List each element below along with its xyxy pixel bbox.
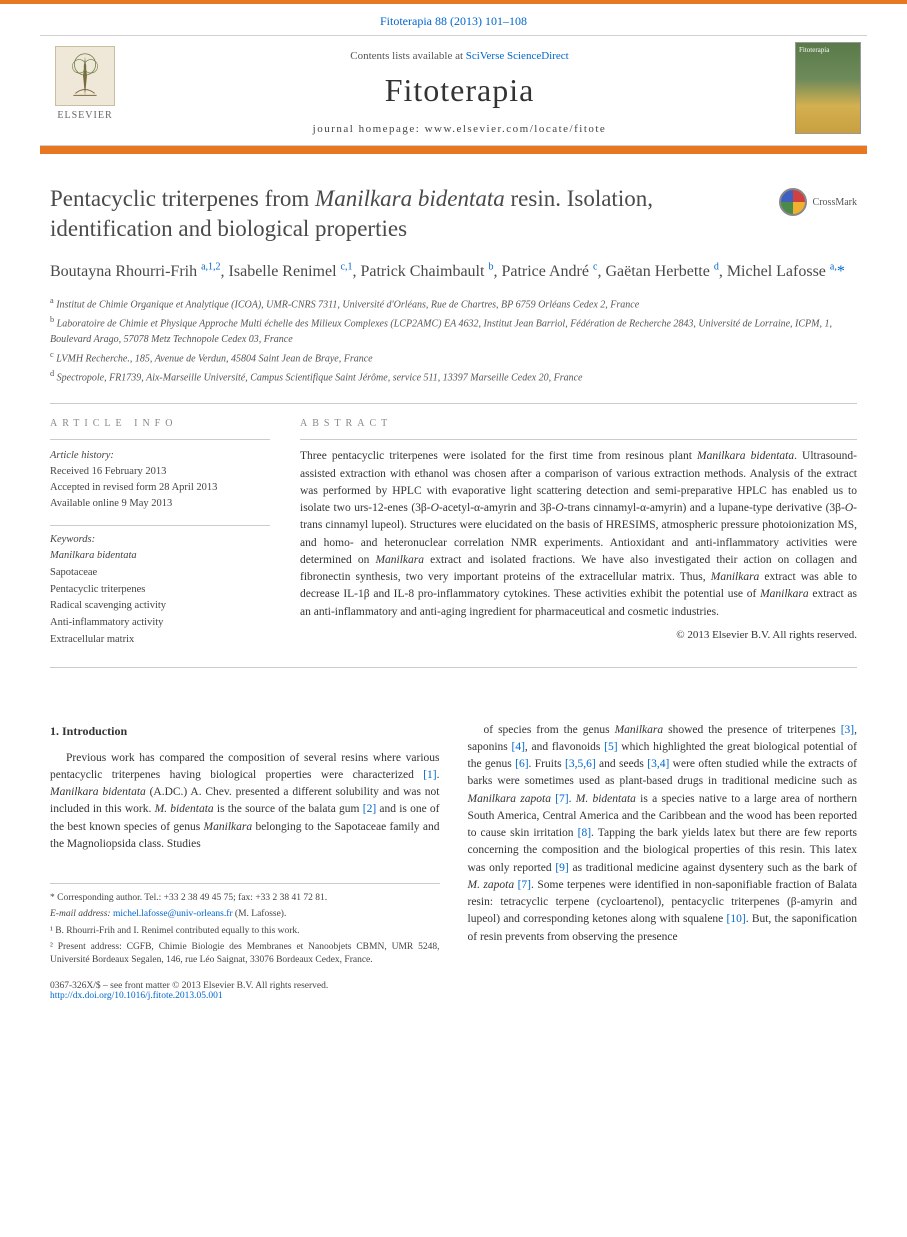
title-part-1: Pentacyclic triterpenes from [50, 186, 315, 211]
affiliation: d Spectropole, FR1739, Aix-Marseille Uni… [50, 368, 857, 385]
intro-paragraph-2: of species from the genus Manilkara show… [468, 722, 858, 946]
keyword: Manilkara bidentata [50, 548, 270, 564]
keywords-head: Keywords: [50, 534, 95, 545]
doi-link[interactable]: http://dx.doi.org/10.1016/j.fitote.2013.… [50, 991, 223, 1001]
homepage-prefix: journal homepage: [313, 123, 425, 135]
divider [50, 439, 270, 440]
article-info-label: ARTICLE INFO [50, 418, 270, 429]
publisher-name: ELSEVIER [57, 110, 112, 121]
elsevier-tree-icon [55, 46, 115, 106]
footnote-2: ² Present address: CGFB, Chimie Biologie… [50, 941, 440, 968]
divider [300, 439, 857, 440]
abstract-text: Three pentacyclic triterpenes were isola… [300, 448, 857, 621]
crossmark-icon [779, 188, 807, 216]
keyword: Radical scavenging activity [50, 598, 270, 614]
body-column-right: of species from the genus Manilkara show… [468, 722, 858, 971]
email-line: E-mail address: michel.lafosse@univ-orle… [50, 908, 440, 921]
crossmark-label: CrossMark [813, 197, 857, 208]
bottom-meta: 0367-326X/$ – see front matter © 2013 El… [0, 971, 907, 1031]
affiliation: b Laboratoire de Chimie et Physique Appr… [50, 314, 857, 346]
affiliation: c LVMH Recherche., 185, Avenue de Verdun… [50, 349, 857, 366]
email-label: E-mail address: [50, 909, 113, 919]
footnote-1: ¹ B. Rhourri-Frih and I. Renimel contrib… [50, 925, 440, 938]
masthead-center: Contents lists available at SciVerse Sci… [130, 36, 789, 145]
abstract-copyright: © 2013 Elsevier B.V. All rights reserved… [300, 629, 857, 641]
journal-name: Fitoterapia [140, 72, 779, 109]
divider [50, 667, 857, 668]
history-item: Available online 9 May 2013 [50, 496, 270, 512]
journal-cover-thumb [795, 42, 861, 134]
homepage-line: journal homepage: www.elsevier.com/locat… [140, 123, 779, 135]
contents-prefix: Contents lists available at [350, 50, 465, 62]
history-list: Received 16 February 2013Accepted in rev… [50, 464, 270, 511]
divider [50, 403, 857, 404]
cover-thumb-wrap [789, 36, 867, 145]
crossmark-badge[interactable]: CrossMark [779, 188, 857, 216]
authors-line: Boutayna Rhourri-Frih a,1,2, Isabelle Re… [50, 260, 857, 283]
corresponding-email-link[interactable]: michel.lafosse@univ-orleans.fr [113, 909, 233, 919]
affiliation: a Institut de Chimie Organique et Analyt… [50, 295, 857, 312]
title-species: Manilkara bidentata [315, 186, 505, 211]
affiliations: a Institut de Chimie Organique et Analyt… [50, 295, 857, 385]
homepage-url[interactable]: www.elsevier.com/locate/fitote [425, 123, 607, 135]
history-item: Received 16 February 2013 [50, 464, 270, 480]
body-column-left: 1. Introduction Previous work has compar… [50, 722, 440, 971]
citation-line: Fitoterapia 88 (2013) 101–108 [0, 4, 907, 35]
history-head: Article history: [50, 450, 114, 461]
history-item: Accepted in revised form 28 April 2013 [50, 480, 270, 496]
keyword: Anti-inflammatory activity [50, 615, 270, 631]
front-matter-line: 0367-326X/$ – see front matter © 2013 El… [50, 981, 857, 991]
footnotes: * Corresponding author. Tel.: +33 2 38 4… [50, 883, 440, 967]
abstract-label: ABSTRACT [300, 418, 857, 429]
contents-line: Contents lists available at SciVerse Sci… [140, 50, 779, 62]
section-heading: 1. Introduction [50, 722, 440, 740]
corresponding-note: * Corresponding author. Tel.: +33 2 38 4… [50, 892, 440, 905]
email-after: (M. Lafosse). [233, 909, 287, 919]
sciencedirect-link[interactable]: SciVerse ScienceDirect [466, 50, 569, 62]
keyword: Sapotaceae [50, 565, 270, 581]
keyword: Extracellular matrix [50, 632, 270, 648]
keyword: Pentacyclic triterpenes [50, 582, 270, 598]
intro-paragraph-1: Previous work has compared the compositi… [50, 750, 440, 854]
accent-bar [40, 146, 867, 154]
article-title: Pentacyclic triterpenes from Manilkara b… [50, 184, 759, 244]
keywords-list: Manilkara bidentataSapotaceaePentacyclic… [50, 548, 270, 648]
masthead: ELSEVIER Contents lists available at Sci… [40, 35, 867, 146]
publisher-block: ELSEVIER [40, 36, 130, 145]
